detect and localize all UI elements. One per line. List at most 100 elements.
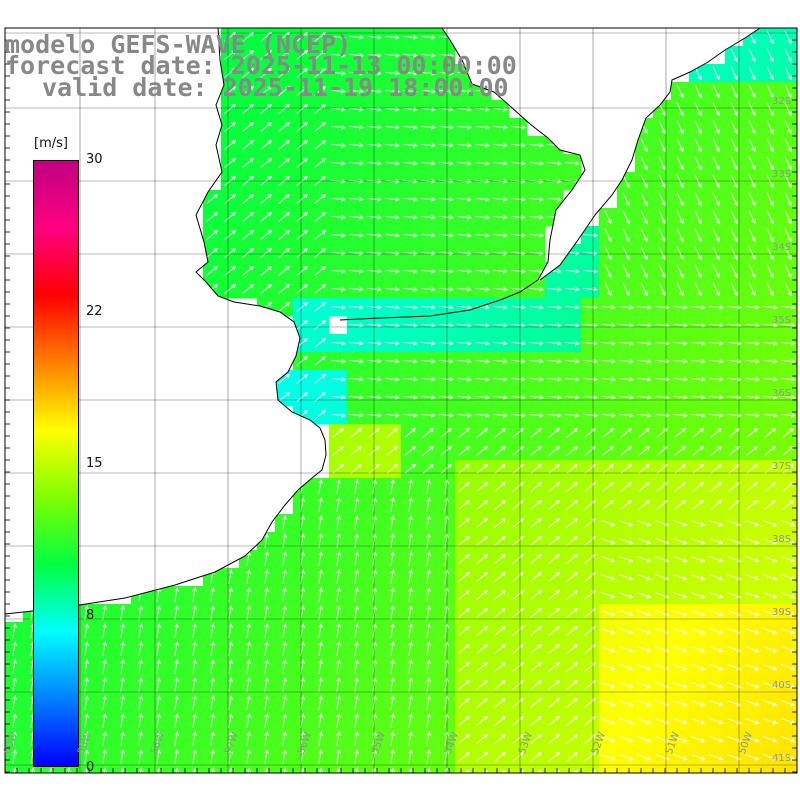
wind-arrow bbox=[638, 499, 651, 510]
wind-arrow bbox=[748, 84, 756, 99]
wind-arrow bbox=[476, 733, 489, 744]
wind-arrow bbox=[384, 233, 400, 238]
wind-arrow bbox=[474, 269, 490, 274]
wind-arrow bbox=[348, 377, 364, 382]
wind-arrow bbox=[120, 623, 125, 638]
wind-arrow bbox=[766, 264, 774, 279]
wind-arrow bbox=[458, 733, 471, 744]
wind-arrow bbox=[512, 751, 525, 762]
wind-arrow bbox=[730, 102, 738, 117]
wind-arrow bbox=[763, 520, 778, 527]
wind-arrow bbox=[676, 102, 684, 117]
wind-arrow bbox=[348, 197, 364, 202]
wind-arrow bbox=[408, 515, 413, 530]
wind-arrow bbox=[494, 661, 507, 672]
wind-arrow bbox=[712, 138, 720, 153]
wind-arrow bbox=[492, 323, 508, 328]
wind-arrow bbox=[318, 551, 323, 566]
wind-arrow bbox=[781, 664, 796, 671]
wind-arrow bbox=[456, 161, 472, 166]
wind-arrow bbox=[314, 265, 327, 276]
wind-arrow bbox=[228, 731, 233, 746]
wind-arrow bbox=[510, 269, 526, 274]
wind-arrow bbox=[192, 677, 197, 692]
wind-arrow bbox=[748, 120, 756, 135]
wind-arrow bbox=[746, 427, 759, 438]
wind-arrow bbox=[348, 341, 364, 346]
wind-arrow bbox=[318, 713, 323, 728]
wind-arrow bbox=[278, 265, 291, 276]
wind-arrow bbox=[708, 395, 724, 400]
wind-arrow bbox=[402, 125, 418, 130]
wind-arrow bbox=[102, 659, 107, 674]
wind-arrow bbox=[512, 517, 525, 528]
wind-arrow bbox=[426, 551, 431, 566]
wind-arrow bbox=[512, 661, 525, 672]
wind-arrow bbox=[601, 538, 616, 545]
wind-arrow bbox=[474, 233, 490, 238]
wind-arrow bbox=[282, 659, 287, 674]
wind-arrow bbox=[709, 628, 724, 635]
wind-arrow bbox=[620, 463, 633, 474]
wind-arrow bbox=[546, 143, 562, 148]
wind-arrow bbox=[510, 395, 526, 400]
wind-arrow bbox=[712, 192, 720, 207]
wind-arrow bbox=[296, 49, 309, 60]
wind-arrow bbox=[476, 643, 489, 654]
wind-arrow bbox=[676, 120, 684, 135]
wind-arrow bbox=[336, 515, 341, 530]
wind-arrow bbox=[512, 571, 525, 582]
wind-arrow bbox=[12, 695, 17, 710]
colorbar-tick-15: 15 bbox=[86, 456, 103, 471]
wind-arrow bbox=[336, 695, 341, 710]
wind-arrow bbox=[746, 463, 759, 474]
wind-arrow bbox=[318, 497, 323, 512]
wind-arrow bbox=[296, 211, 309, 222]
wind-arrow bbox=[600, 305, 616, 310]
wind-arrow bbox=[336, 605, 341, 620]
wind-arrow bbox=[408, 497, 413, 512]
wind-arrow bbox=[528, 359, 544, 364]
wind-arrow bbox=[600, 413, 616, 418]
wind-arrow bbox=[494, 553, 507, 564]
wind-arrow bbox=[156, 677, 161, 692]
wind-arrow bbox=[264, 551, 269, 566]
wind-arrow bbox=[278, 193, 291, 204]
wind-arrow bbox=[300, 767, 305, 773]
wind-arrow bbox=[763, 538, 778, 545]
wind-arrow bbox=[330, 161, 346, 166]
wind-arrow bbox=[512, 589, 525, 600]
wind-arrow bbox=[564, 287, 580, 292]
wind-arrow bbox=[744, 413, 760, 418]
wind-arrow bbox=[618, 359, 634, 364]
wind-arrow bbox=[458, 463, 471, 474]
wind-arrow bbox=[438, 359, 454, 364]
wind-arrow bbox=[709, 574, 724, 581]
wind-arrow bbox=[474, 377, 490, 382]
wind-arrow bbox=[296, 283, 309, 294]
wind-arrow bbox=[426, 713, 431, 728]
wind-arrow bbox=[174, 695, 179, 710]
wind-arrow bbox=[348, 233, 364, 238]
wind-arrow bbox=[781, 700, 796, 707]
wind-arrow bbox=[390, 497, 395, 512]
wind-arrow bbox=[260, 121, 273, 132]
wind-arrow bbox=[296, 373, 309, 384]
wind-arrow bbox=[282, 587, 287, 602]
wind-arrow bbox=[636, 341, 652, 346]
wind-arrow bbox=[510, 251, 526, 256]
wind-arrow bbox=[438, 287, 454, 292]
wind-arrow bbox=[354, 641, 359, 656]
wind-arrow bbox=[402, 35, 418, 40]
wind-arrow bbox=[709, 700, 724, 707]
wind-arrow bbox=[672, 377, 688, 382]
wind-arrow bbox=[348, 287, 364, 292]
wind-cell bbox=[527, 766, 546, 773]
wind-arrow bbox=[674, 427, 687, 438]
wind-arrow bbox=[674, 445, 687, 456]
wind-arrow bbox=[564, 341, 580, 346]
wind-arrow bbox=[640, 228, 648, 243]
wind-arrow bbox=[691, 520, 706, 527]
wind-arrow bbox=[12, 641, 17, 656]
wind-arrow bbox=[12, 731, 17, 746]
